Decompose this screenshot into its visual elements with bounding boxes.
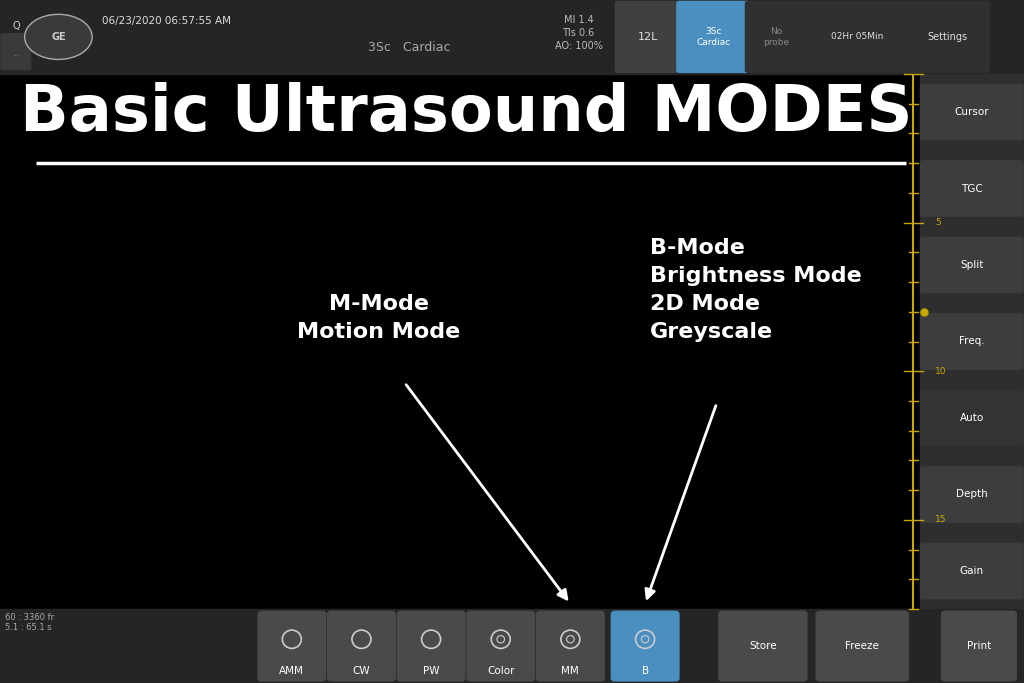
Text: M-Mode
Motion Mode: M-Mode Motion Mode [297, 294, 461, 342]
FancyBboxPatch shape [921, 544, 1023, 598]
Text: Basic Ultrasound MODES: Basic Ultrasound MODES [19, 82, 912, 143]
FancyBboxPatch shape [745, 1, 808, 72]
Circle shape [25, 14, 92, 59]
Text: Freq.: Freq. [958, 337, 985, 346]
Text: Depth: Depth [955, 490, 988, 499]
Text: AMM: AMM [280, 665, 304, 675]
FancyBboxPatch shape [328, 611, 395, 681]
Text: Q: Q [12, 20, 19, 31]
Text: Cursor: Cursor [954, 107, 989, 117]
Text: MM: MM [561, 665, 580, 675]
FancyBboxPatch shape [611, 611, 679, 681]
Text: 5: 5 [935, 218, 941, 227]
Text: CW: CW [352, 665, 371, 675]
Text: Store: Store [750, 641, 776, 651]
Text: 3Sc   Cardiac: 3Sc Cardiac [369, 42, 451, 55]
FancyBboxPatch shape [397, 611, 465, 681]
Text: 12L: 12L [638, 32, 658, 42]
FancyBboxPatch shape [806, 1, 909, 72]
FancyBboxPatch shape [615, 1, 681, 72]
Text: Print: Print [967, 641, 991, 651]
FancyBboxPatch shape [921, 238, 1023, 292]
FancyBboxPatch shape [921, 390, 1023, 445]
FancyBboxPatch shape [1, 33, 31, 70]
Bar [920, 74, 1024, 609]
FancyBboxPatch shape [537, 611, 604, 681]
Text: TGC: TGC [961, 184, 983, 193]
Text: Settings: Settings [927, 32, 968, 42]
Text: B-Mode
Brightness Mode
2D Mode
Greyscale: B-Mode Brightness Mode 2D Mode Greyscale [650, 238, 862, 342]
Text: Auto: Auto [959, 413, 984, 423]
Text: 60 : 3360 fr
5.1 : 65.1 s: 60 : 3360 fr 5.1 : 65.1 s [5, 613, 54, 632]
FancyBboxPatch shape [921, 467, 1023, 522]
Text: Color: Color [487, 665, 514, 675]
Text: 15: 15 [935, 516, 946, 525]
FancyBboxPatch shape [921, 161, 1023, 216]
Text: ...: ... [12, 48, 19, 57]
Text: 10: 10 [935, 367, 946, 376]
Text: Freeze: Freeze [845, 641, 880, 651]
Bar [0, 0, 1024, 74]
FancyBboxPatch shape [906, 1, 989, 72]
FancyBboxPatch shape [719, 611, 807, 681]
Text: 06/23/2020 06:57:55 AM: 06/23/2020 06:57:55 AM [102, 16, 231, 26]
Text: Split: Split [961, 260, 983, 270]
FancyBboxPatch shape [816, 611, 908, 681]
Text: Gain: Gain [959, 566, 984, 576]
Bar [0, 609, 1024, 683]
FancyBboxPatch shape [921, 314, 1023, 369]
FancyBboxPatch shape [942, 611, 1016, 681]
Text: MI 1.4
TIs 0.6
AO: 100%: MI 1.4 TIs 0.6 AO: 100% [555, 15, 602, 51]
Text: B: B [642, 665, 648, 675]
Text: 3Sc
Cardiac: 3Sc Cardiac [696, 27, 731, 46]
FancyBboxPatch shape [258, 611, 326, 681]
FancyBboxPatch shape [467, 611, 535, 681]
FancyBboxPatch shape [921, 84, 1023, 140]
FancyBboxPatch shape [677, 1, 750, 72]
Text: No
probe: No probe [763, 27, 790, 46]
Text: GE: GE [51, 32, 66, 42]
Text: 02Hr 05Min: 02Hr 05Min [830, 32, 884, 42]
Text: PW: PW [423, 665, 439, 675]
